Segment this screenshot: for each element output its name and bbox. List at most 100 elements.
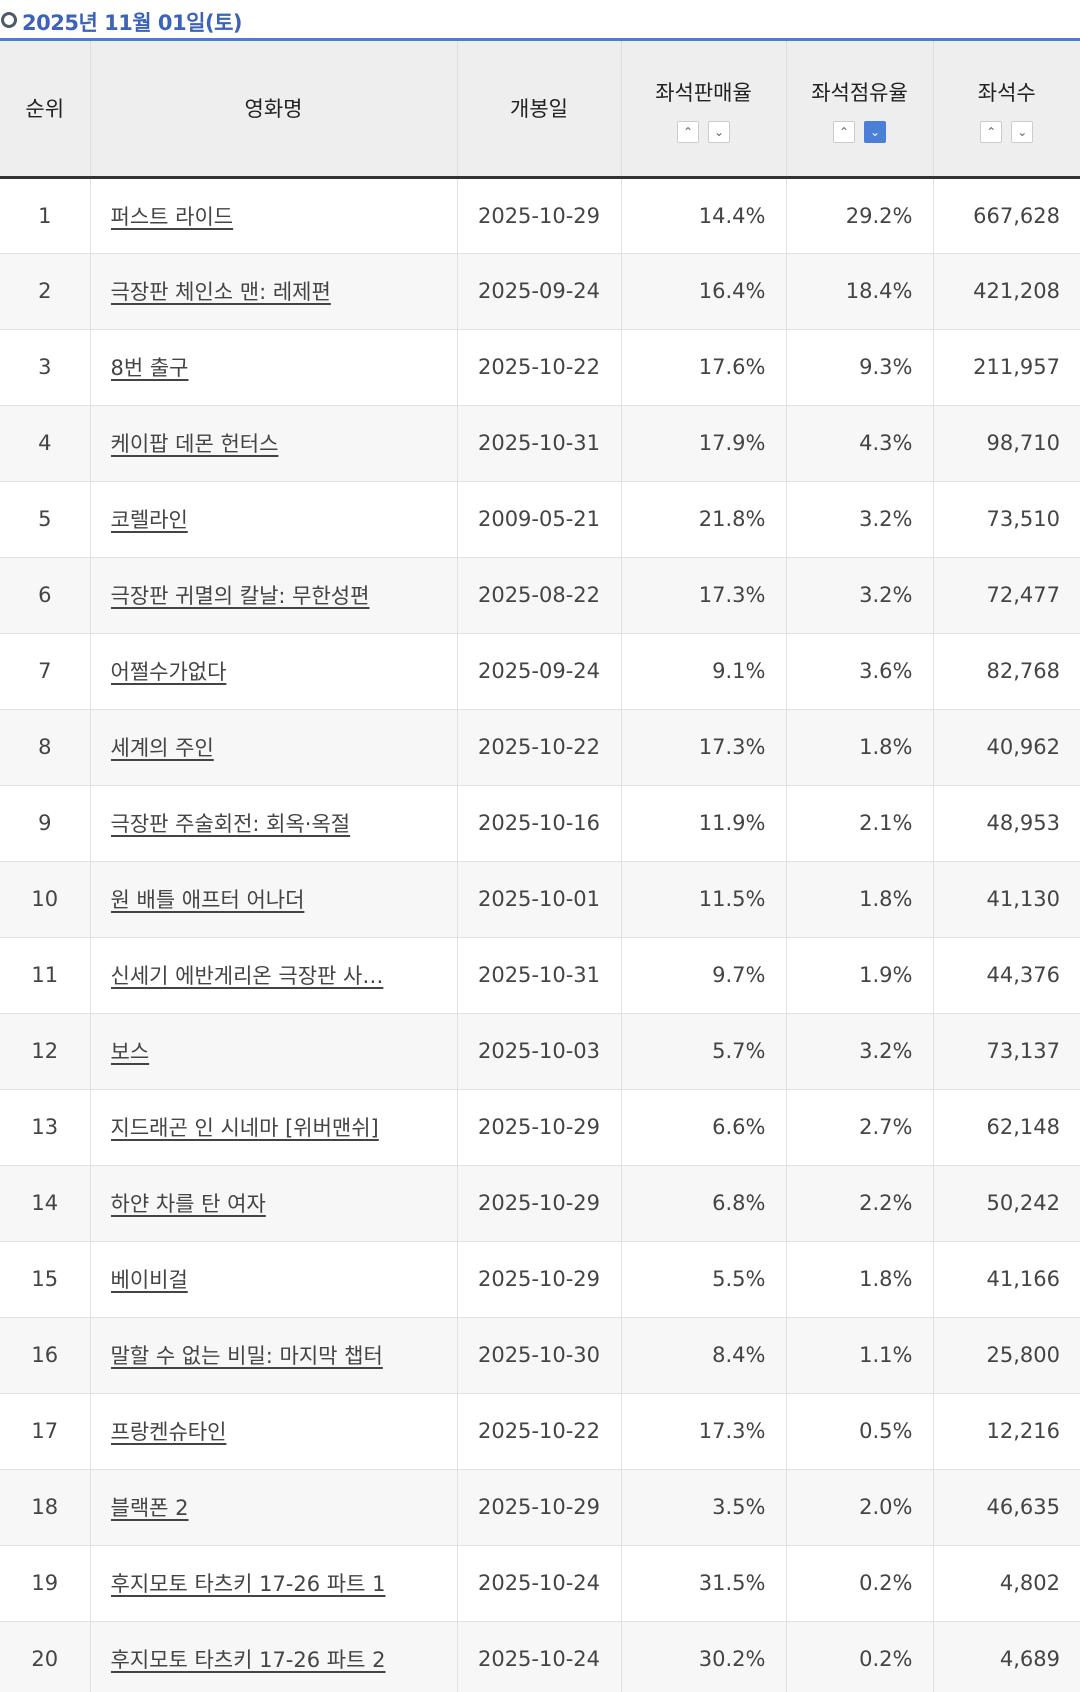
movie-title-link[interactable]: 하얀 차를 탄 여자 bbox=[110, 1192, 266, 1216]
seats-cell: 211,957 bbox=[932, 329, 1080, 406]
occupancy-cell: 2.2% bbox=[785, 1165, 933, 1242]
movie-title-link[interactable]: 블랙폰 2 bbox=[110, 1496, 189, 1520]
occupancy-cell: 2.7% bbox=[785, 1089, 933, 1166]
title-cell: 어쩔수가없다 bbox=[89, 633, 457, 710]
occupancy-cell: 1.8% bbox=[785, 709, 933, 786]
seats-cell: 667,628 bbox=[932, 177, 1080, 254]
seats-cell: 62,148 bbox=[932, 1089, 1080, 1166]
movie-title-link[interactable]: 베이비걸 bbox=[110, 1268, 188, 1292]
chevron-down-icon[interactable]: ⌄ bbox=[708, 121, 730, 143]
movie-title-link[interactable]: 8번 출구 bbox=[110, 356, 189, 380]
title-cell: 베이비걸 bbox=[89, 1241, 457, 1318]
release-date-cell: 2025-10-29 bbox=[456, 1469, 621, 1546]
rank-cell: 9 bbox=[0, 785, 90, 862]
seats-cell: 98,710 bbox=[932, 405, 1080, 482]
sales-ratio-cell: 9.1% bbox=[620, 633, 786, 710]
title-cell: 코렐라인 bbox=[89, 481, 457, 558]
title-cell: 말할 수 없는 비밀: 마지막 챕터 bbox=[89, 1317, 457, 1394]
sales-ratio-cell: 21.8% bbox=[620, 481, 786, 558]
occupancy-cell: 0.2% bbox=[785, 1545, 933, 1622]
movie-title-link[interactable]: 극장판 체인소 맨: 레제편 bbox=[110, 280, 331, 304]
occupancy-cell: 1.8% bbox=[785, 1241, 933, 1318]
release-date-cell: 2025-09-24 bbox=[456, 633, 621, 710]
occupancy-cell: 3.6% bbox=[785, 633, 933, 710]
chevron-down-icon[interactable]: ⌄ bbox=[1011, 121, 1034, 143]
release-date-cell: 2025-10-31 bbox=[456, 405, 621, 482]
movie-title-link[interactable]: 원 배틀 애프터 어나더 bbox=[110, 888, 305, 912]
seats-cell: 41,130 bbox=[932, 861, 1080, 938]
movie-title-link[interactable]: 보스 bbox=[110, 1040, 150, 1064]
table-header-row: 순위 영화명 개봉일 좌석판매율 ⌃ ⌄ 좌석점유율 ⌃ ⌄ 좌석수 bbox=[0, 41, 1080, 179]
header-occupancy: 좌석점유율 ⌃ ⌄ bbox=[785, 41, 933, 179]
table-row: 7 어쩔수가없다 2025-09-24 9.1% 3.6% 82,768 bbox=[0, 633, 1080, 710]
occupancy-cell: 4.3% bbox=[785, 405, 933, 482]
sales-ratio-cell: 17.3% bbox=[620, 1393, 786, 1470]
sales-ratio-cell: 6.8% bbox=[620, 1165, 786, 1242]
title-cell: 퍼스트 라이드 bbox=[89, 177, 457, 254]
movie-title-link[interactable]: 코렐라인 bbox=[110, 508, 188, 532]
rank-cell: 6 bbox=[0, 557, 90, 634]
seats-cell: 421,208 bbox=[932, 253, 1080, 330]
table-row: 2 극장판 체인소 맨: 레제편 2025-09-24 16.4% 18.4% 421,2… bbox=[0, 253, 1080, 330]
seats-cell: 72,477 bbox=[932, 557, 1080, 634]
sales-ratio-cell: 17.3% bbox=[620, 557, 786, 634]
release-date-cell: 2025-10-29 bbox=[456, 177, 621, 254]
sales-ratio-cell: 11.5% bbox=[620, 861, 786, 938]
movie-title-link[interactable]: 후지모토 타츠키 17-26 파트 1 bbox=[110, 1572, 386, 1596]
rank-cell: 13 bbox=[0, 1089, 90, 1166]
rank-cell: 19 bbox=[0, 1545, 90, 1622]
header-seats-label: 좌석수 bbox=[977, 81, 1036, 105]
rank-cell: 11 bbox=[0, 937, 90, 1014]
occupancy-cell: 0.5% bbox=[785, 1393, 933, 1470]
header-rank: 순위 bbox=[0, 41, 90, 179]
release-date-cell: 2025-10-24 bbox=[456, 1621, 621, 1692]
title-cell: 신세기 에반게리온 극장판 사… bbox=[89, 937, 457, 1014]
movie-title-link[interactable]: 신세기 에반게리온 극장판 사… bbox=[110, 964, 384, 988]
table-row: 14 하얀 차를 탄 여자 2025-10-29 6.8% 2.2% 50,242 bbox=[0, 1165, 1080, 1242]
table-row: 8 세계의 주인 2025-10-22 17.3% 1.8% 40,962 bbox=[0, 709, 1080, 786]
table-row: 20 후지모토 타츠키 17-26 파트 2 2025-10-24 30.2% 0.2%… bbox=[0, 1621, 1080, 1692]
header-title: 영화명 bbox=[89, 41, 457, 179]
movie-title-link[interactable]: 퍼스트 라이드 bbox=[110, 204, 234, 229]
movie-title-link[interactable]: 말할 수 없는 비밀: 마지막 챕터 bbox=[110, 1344, 383, 1368]
rank-cell: 1 bbox=[0, 177, 90, 254]
movie-title-link[interactable]: 지드래곤 인 시네마 [위버맨쉬] bbox=[110, 1116, 379, 1140]
table-row: 13 지드래곤 인 시네마 [위버맨쉬] 2025-10-29 6.6% 2.7% 62,… bbox=[0, 1089, 1080, 1166]
header-occupancy-label: 좌석점유율 bbox=[811, 81, 908, 105]
chevron-up-icon[interactable]: ⌃ bbox=[980, 121, 1003, 143]
boxoffice-table: 순위 영화명 개봉일 좌석판매율 ⌃ ⌄ 좌석점유율 ⌃ ⌄ 좌석수 bbox=[0, 41, 1080, 1692]
rank-cell: 5 bbox=[0, 481, 90, 558]
movie-title-link[interactable]: 세계의 주인 bbox=[110, 736, 214, 760]
release-date-cell: 2025-10-24 bbox=[456, 1545, 621, 1622]
sales-ratio-cell: 11.9% bbox=[620, 785, 786, 862]
table-row: 11 신세기 에반게리온 극장판 사… 2025-10-31 9.7% 1.9% 44,3… bbox=[0, 937, 1080, 1014]
movie-title-link[interactable]: 케이팝 데몬 헌터스 bbox=[110, 432, 279, 456]
seats-cell: 25,800 bbox=[932, 1317, 1080, 1394]
rank-cell: 3 bbox=[0, 329, 90, 406]
movie-title-link[interactable]: 어쩔수가없다 bbox=[110, 660, 227, 684]
movie-title-link[interactable]: 극장판 주술회전: 회옥·옥절 bbox=[110, 812, 351, 836]
table-row: 5 코렐라인 2009-05-21 21.8% 3.2% 73,510 bbox=[0, 481, 1080, 558]
occupancy-cell: 3.2% bbox=[785, 557, 933, 634]
seats-cell: 4,689 bbox=[932, 1621, 1080, 1692]
movie-title-link[interactable]: 극장판 귀멸의 칼날: 무한성편 bbox=[110, 584, 370, 608]
occupancy-cell: 2.0% bbox=[785, 1469, 933, 1546]
seats-cell: 82,768 bbox=[932, 633, 1080, 710]
date-header: 2025년 11월 01일(토) bbox=[0, 0, 1080, 41]
release-date-cell: 2009-05-21 bbox=[456, 481, 621, 558]
sales-ratio-cell: 17.6% bbox=[620, 329, 786, 406]
title-cell: 세계의 주인 bbox=[89, 709, 457, 786]
occupancy-sort: ⌃ ⌄ bbox=[787, 121, 933, 143]
release-date-cell: 2025-10-31 bbox=[456, 937, 621, 1014]
rank-cell: 4 bbox=[0, 405, 90, 482]
chevron-down-icon[interactable]: ⌄ bbox=[864, 121, 886, 143]
release-date-cell: 2025-10-22 bbox=[456, 1393, 621, 1470]
title-cell: 후지모토 타츠키 17-26 파트 1 bbox=[89, 1545, 457, 1622]
seats-cell: 40,962 bbox=[932, 709, 1080, 786]
movie-title-link[interactable]: 후지모토 타츠키 17-26 파트 2 bbox=[110, 1648, 386, 1672]
movie-title-link[interactable]: 프랑켄슈타인 bbox=[110, 1420, 227, 1444]
table-row: 3 8번 출구 2025-10-22 17.6% 9.3% 211,957 bbox=[0, 329, 1080, 406]
chevron-up-icon[interactable]: ⌃ bbox=[833, 121, 855, 143]
release-date-cell: 2025-10-30 bbox=[456, 1317, 621, 1394]
chevron-up-icon[interactable]: ⌃ bbox=[677, 121, 699, 143]
